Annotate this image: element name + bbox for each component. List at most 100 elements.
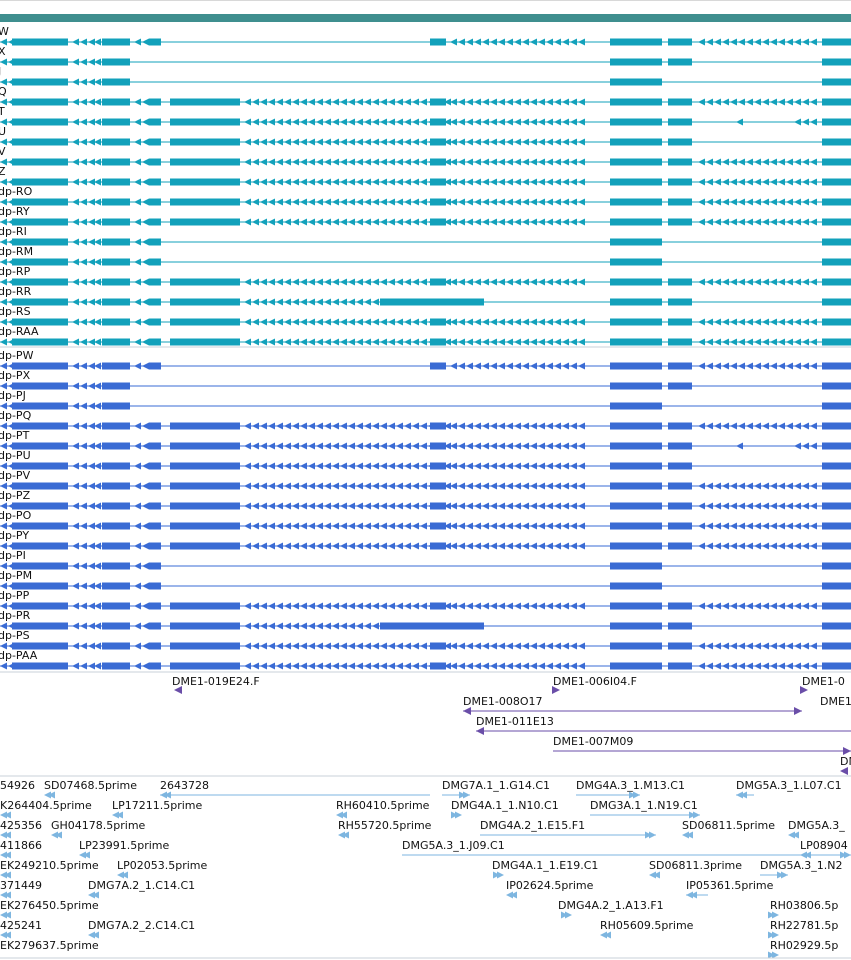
transcript-row[interactable]: dp-RM xyxy=(0,245,851,266)
clone-feature[interactable]: DM xyxy=(840,755,851,775)
est-feature[interactable]: 425356 xyxy=(0,819,42,839)
strand-arrow xyxy=(292,118,299,126)
est-feature[interactable]: 411866 xyxy=(0,839,42,859)
strand-arrow xyxy=(276,158,283,166)
transcript-row[interactable]: dp-RI xyxy=(0,225,851,246)
strand-arrow xyxy=(252,158,259,166)
clone-feature[interactable]: DME1-0 xyxy=(800,675,845,694)
est-feature[interactable]: K264404.5prime xyxy=(0,799,92,819)
transcript-row[interactable]: dp-PT xyxy=(0,429,851,450)
transcript-row[interactable]: dp-PQ xyxy=(0,409,851,430)
transcript-row[interactable]: dp-PZ xyxy=(0,489,851,510)
est-arrow xyxy=(4,811,11,819)
est-feature[interactable]: SD06811.3prime xyxy=(649,859,742,879)
strand-arrow xyxy=(514,118,521,126)
transcript-row[interactable]: Z xyxy=(0,165,851,186)
strand-arrow xyxy=(802,318,809,326)
est-feature[interactable]: SD06811.5prime xyxy=(682,819,775,839)
clone-feature[interactable]: DME1-019E24.F xyxy=(172,675,260,694)
est-feature[interactable]: SD07468.5prime xyxy=(44,779,137,799)
transcript-row[interactable]: dp-RP xyxy=(0,265,851,286)
est-feature[interactable]: DMG7A.2_2.C14.C1 xyxy=(88,919,195,939)
est-feature[interactable]: 54926 xyxy=(0,779,35,792)
est-feature[interactable]: 2643728 xyxy=(160,779,430,799)
transcript-row[interactable]: dp-RR xyxy=(0,285,851,306)
transcript-row[interactable]: dp-RY xyxy=(0,205,851,226)
est-feature[interactable]: LP08904 xyxy=(800,839,848,859)
strand-arrow xyxy=(324,98,331,106)
est-feature[interactable]: GH04178.5prime xyxy=(51,819,146,839)
transcript-row[interactable]: dp-PO xyxy=(0,509,851,530)
transcript-row[interactable]: dp-PR xyxy=(0,609,851,630)
strand-arrow xyxy=(364,278,371,286)
est-feature[interactable]: RH05609.5prime xyxy=(600,919,694,939)
strand-arrow xyxy=(554,178,561,186)
transcript-row[interactable]: U xyxy=(0,125,851,146)
est-feature[interactable]: EK276450.5prime xyxy=(0,899,99,919)
transcript-row[interactable]: dp-PM xyxy=(0,569,851,590)
transcript-row[interactable]: dp-PW xyxy=(0,349,851,370)
transcript-row[interactable]: Q xyxy=(0,85,851,106)
est-feature[interactable]: DMG4A.1_1.E19.C1 xyxy=(492,859,598,879)
transcript-row[interactable]: T xyxy=(0,105,851,126)
transcript-row[interactable]: dp-RAA xyxy=(0,325,851,346)
transcript-row[interactable]: dp-PJ xyxy=(0,389,851,410)
est-feature[interactable]: 371449 xyxy=(0,879,42,899)
est-feature[interactable]: DMG4A.2_1.A13.F1 xyxy=(558,899,664,919)
strand-arrow xyxy=(388,542,395,550)
est-feature[interactable]: DMG4A.1_1.N10.C1 xyxy=(451,799,559,819)
exon-block xyxy=(12,258,68,266)
clone-feature[interactable]: DME1 xyxy=(820,695,851,708)
est-feature[interactable]: LP02053.5prime xyxy=(117,859,208,879)
est-feature[interactable]: RH22781.5p xyxy=(768,919,838,939)
est-feature[interactable]: IP05361.5prime xyxy=(686,879,774,899)
est-feature[interactable]: RH03806.5p xyxy=(768,899,838,919)
est-feature[interactable]: DMG5A.3_1.L07.C1 xyxy=(736,779,842,799)
exon-block xyxy=(822,662,851,670)
exon-block xyxy=(430,462,446,470)
transcript-row[interactable]: dp-PU xyxy=(0,449,851,470)
transcript-row[interactable]: dp-PAA xyxy=(0,649,851,670)
transcript-row[interactable]: dp-PI xyxy=(0,549,851,570)
est-feature[interactable]: DMG3A.1_1.N19.C1 xyxy=(590,799,700,819)
clone-feature[interactable]: DME1-007M09 xyxy=(553,735,851,755)
est-feature[interactable]: DMG5A.3_1.J09.C1 xyxy=(402,839,851,859)
strand-arrow xyxy=(252,422,259,430)
transcript-row[interactable]: dp-PV xyxy=(0,469,851,490)
est-feature[interactable]: DMG4A.3_1.M13.C1 xyxy=(576,779,685,799)
est-feature[interactable]: 425241 xyxy=(0,919,42,939)
est-feature[interactable]: DMG7A.1_1.G14.C1 xyxy=(442,779,550,799)
strand-arrow xyxy=(308,542,315,550)
transcript-row[interactable]: X xyxy=(0,45,851,66)
transcript-row[interactable]: dp-PX xyxy=(0,369,851,390)
transcript-row[interactable]: dp-RS xyxy=(0,305,851,326)
est-feature[interactable]: LP17211.5prime xyxy=(112,799,203,819)
transcript-row[interactable]: J xyxy=(0,65,851,86)
exon-block xyxy=(822,642,851,650)
est-feature[interactable]: RH55720.5prime xyxy=(338,819,432,839)
est-feature[interactable]: EK249210.5prime xyxy=(0,859,99,879)
transcript-row[interactable]: dp-PY xyxy=(0,529,851,550)
strand-arrow xyxy=(570,482,577,490)
transcript-label: T xyxy=(0,105,5,118)
transcript-row[interactable]: W xyxy=(0,25,851,46)
est-feature[interactable]: LP23991.5prime xyxy=(79,839,170,859)
est-feature[interactable]: DMG5A.3_ xyxy=(788,819,845,839)
est-feature[interactable]: EK279637.5prime xyxy=(0,939,99,952)
transcript-row[interactable]: dp-PS xyxy=(0,629,851,650)
est-feature[interactable]: RH60410.5prime xyxy=(336,799,430,819)
transcript-row[interactable]: V xyxy=(0,145,851,166)
est-feature[interactable]: RH02929.5p xyxy=(768,939,838,959)
est-feature[interactable]: DMG5A.3_1.N2 xyxy=(760,859,843,879)
strand-arrow xyxy=(738,38,745,46)
clone-feature[interactable]: DME1-008O17 xyxy=(463,695,802,715)
est-feature[interactable]: DMG7A.2_1.C14.C1 xyxy=(88,879,195,899)
transcript-row[interactable]: dp-PP xyxy=(0,589,851,610)
est-feature[interactable]: IP02624.5prime xyxy=(506,879,594,899)
strand-arrow xyxy=(316,158,323,166)
clone-feature[interactable]: DME1-006I04.F xyxy=(552,675,637,694)
clone-feature[interactable]: DME1-011E13 xyxy=(476,715,851,735)
est-feature[interactable]: DMG4A.2_1.E15.F1 xyxy=(480,819,656,839)
transcript-row[interactable]: dp-RO xyxy=(0,185,851,206)
